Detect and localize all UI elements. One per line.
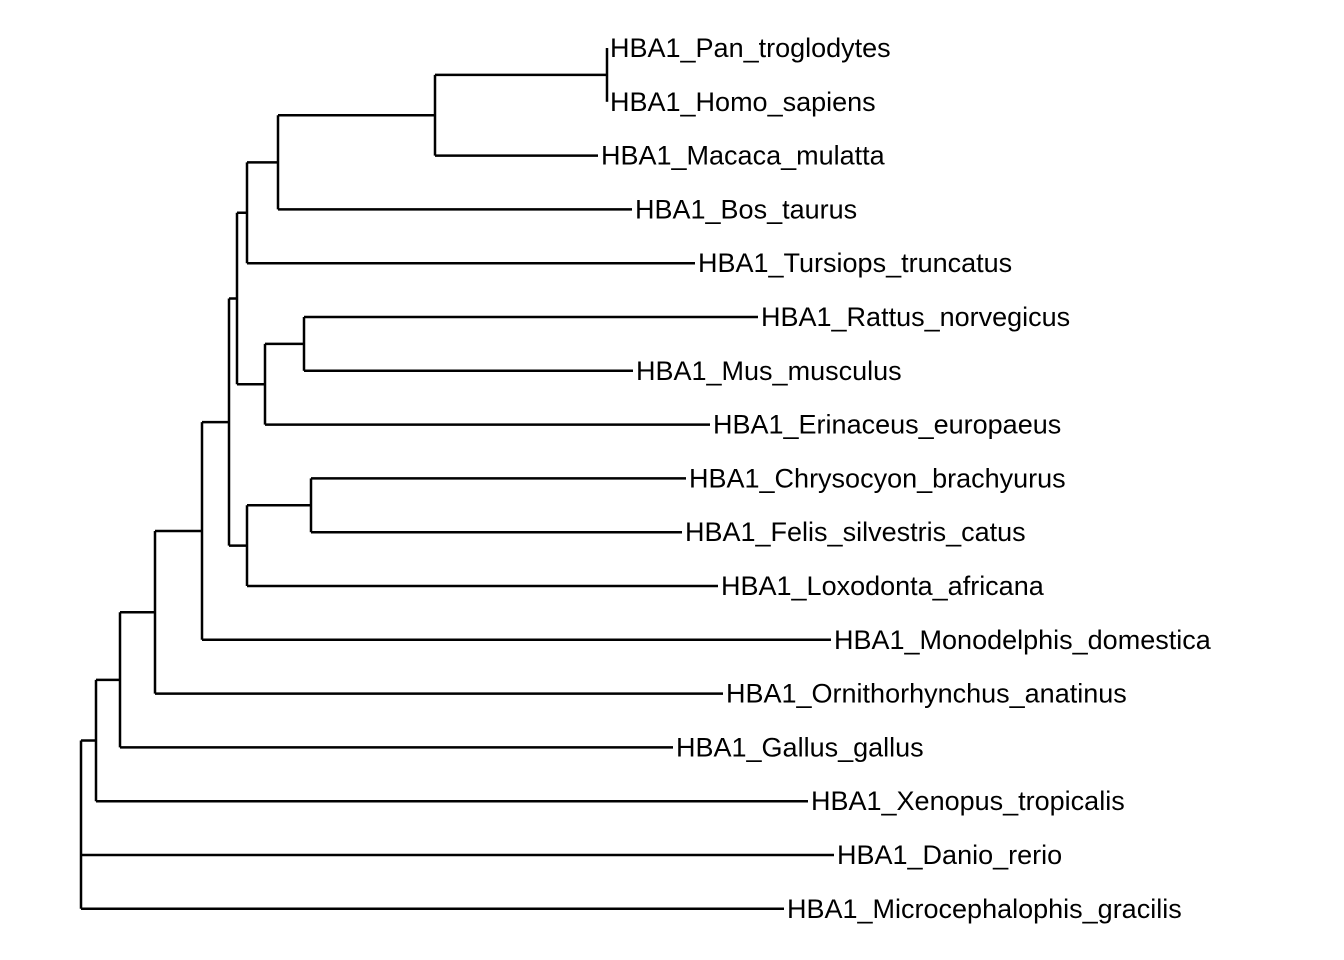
tip-label: HBA1_Felis_silvestris_catus: [685, 517, 1026, 547]
tip-label: HBA1_Danio_rerio: [837, 840, 1062, 870]
tip-label: HBA1_Bos_taurus: [635, 194, 857, 224]
tip-label: HBA1_Tursiops_truncatus: [698, 248, 1012, 278]
tip-label: HBA1_Rattus_norvegicus: [761, 302, 1070, 332]
tip-label: HBA1_Homo_sapiens: [610, 87, 876, 117]
tip-label: HBA1_Mus_musculus: [636, 356, 902, 386]
tip-label: HBA1_Gallus_gallus: [676, 732, 924, 762]
tip-label: HBA1_Pan_troglodytes: [610, 33, 891, 63]
tip-label: HBA1_Macaca_mulatta: [601, 141, 886, 171]
tip-label: HBA1_Chrysocyon_brachyurus: [689, 463, 1066, 493]
tip-labels: HBA1_Pan_troglodytes HBA1_Homo_sapiens HBA…: [601, 33, 1212, 924]
tip-label: HBA1_Loxodonta_africana: [721, 571, 1045, 601]
tip-label: HBA1_Microcephalophis_gracilis: [787, 894, 1182, 924]
tip-label: HBA1_Erinaceus_europaeus: [713, 410, 1061, 440]
tree-branches: [79, 48, 834, 911]
tip-label: HBA1_Monodelphis_domestica: [834, 625, 1212, 655]
tip-label: HBA1_Xenopus_tropicalis: [811, 786, 1125, 816]
tip-label: HBA1_Ornithorhynchus_anatinus: [726, 679, 1127, 709]
